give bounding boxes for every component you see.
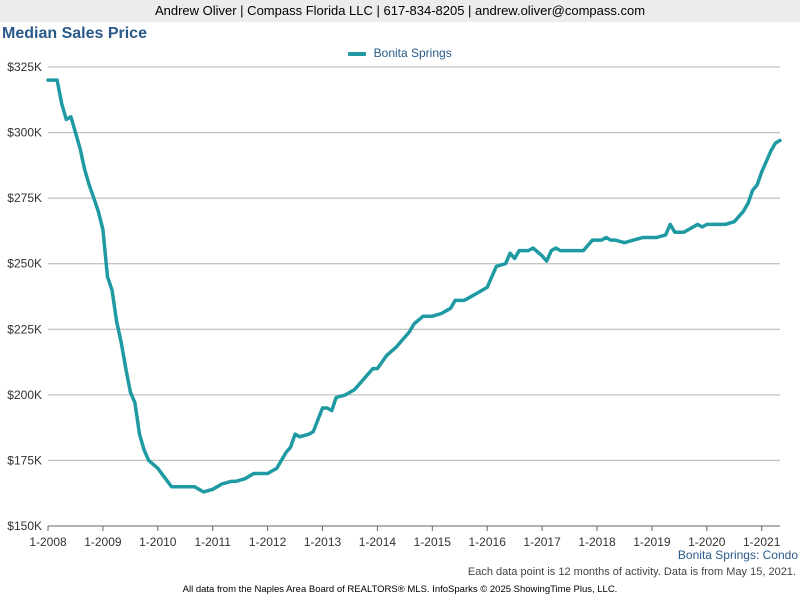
legend-label: Bonita Springs xyxy=(373,46,452,60)
y-tick-label: $275K xyxy=(7,191,42,205)
series-layer xyxy=(46,78,782,494)
agent-contact-text: Andrew Oliver | Compass Florida LLC | 61… xyxy=(154,3,646,18)
y-tick-label: $250K xyxy=(7,257,42,271)
grid-lines xyxy=(48,66,780,527)
x-tick-label: 1-2021 xyxy=(743,535,781,549)
y-tick-label: $300K xyxy=(7,126,42,140)
x-tick-label: 1-2016 xyxy=(469,535,507,549)
x-tick-label: 1-2014 xyxy=(359,535,397,549)
legend-swatch xyxy=(348,51,367,56)
x-tick-label: 1-2015 xyxy=(414,535,452,549)
data-note: Each data point is 12 months of activity… xyxy=(467,566,796,578)
y-tick-label: $200K xyxy=(7,388,42,402)
footer-credits: All data from the Naples Area Board of R… xyxy=(182,584,618,595)
chart-title: Median Sales Price xyxy=(2,25,147,42)
x-tick-label: 1-2019 xyxy=(633,535,671,549)
x-tick-label: 1-2008 xyxy=(29,535,67,549)
series-line-bonita-springs[interactable] xyxy=(46,78,782,494)
x-tick-label: 1-2009 xyxy=(84,535,122,549)
x-tick-label: 1-2010 xyxy=(139,535,177,549)
y-tick-label: $175K xyxy=(7,453,42,467)
chart-legend[interactable]: Bonita Springs xyxy=(0,46,800,60)
x-tick-label: 1-2011 xyxy=(194,535,231,549)
x-tick-label: 1-2018 xyxy=(578,535,616,549)
x-tick-label: 1-2020 xyxy=(688,535,726,549)
agent-contact-bar: Andrew Oliver | Compass Florida LLC | 61… xyxy=(0,0,800,22)
x-tick-label: 1-2017 xyxy=(523,535,561,549)
y-tick-label: $325K xyxy=(7,60,42,74)
x-tick-label: 1-2012 xyxy=(249,535,287,549)
y-tick-label: $150K xyxy=(7,519,42,533)
y-tick-label: $225K xyxy=(7,322,42,336)
y-axis: $150K $175K $200K $225K $250K $275K $300K $325K xyxy=(7,60,42,533)
x-tick-label: 1-2013 xyxy=(304,535,342,549)
x-axis: 1-2008 1-2009 1-2010 1-2011 1-2012 1-2013 1-20… xyxy=(29,526,781,549)
property-type-label: Bonita Springs: Condo xyxy=(677,548,798,562)
